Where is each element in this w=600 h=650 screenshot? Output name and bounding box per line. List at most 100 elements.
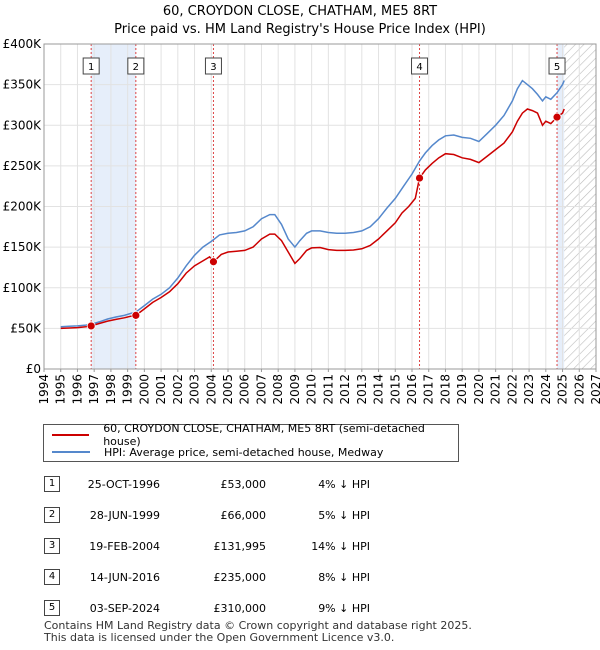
x-tick-label: 2019 — [455, 374, 469, 405]
y-tick-label: £0 — [26, 362, 41, 376]
sale-marker-2 — [131, 310, 141, 320]
x-tick-label: 2022 — [505, 374, 519, 405]
transaction-hpi: 14% ↓ HPI — [311, 540, 370, 553]
x-tick-label: 1998 — [104, 374, 118, 405]
x-tick-label: 1997 — [87, 374, 101, 405]
legend-item-hpi: HPI: Average price, semi-detached house,… — [52, 444, 383, 460]
y-tick-label: £100K — [3, 281, 43, 295]
x-tick-label: 2016 — [405, 374, 419, 405]
x-tick-label: 2009 — [288, 374, 302, 405]
transaction-price: £66,000 — [220, 509, 267, 522]
x-tick-label: 2006 — [238, 374, 252, 405]
sale-label-text: 5 — [554, 62, 560, 73]
sale-label-border — [411, 57, 429, 75]
x-tick-label: 2025 — [556, 374, 570, 405]
x-tick-label: 2012 — [338, 374, 352, 405]
transaction-hpi: 8% ↓ HPI — [318, 571, 370, 584]
x-tick-label: 2010 — [305, 374, 319, 405]
transaction-number: 2 — [44, 507, 60, 523]
y-tick-label: £150K — [3, 240, 43, 254]
transaction-number: 3 — [44, 538, 60, 554]
x-tick-label: 2027 — [589, 374, 600, 405]
x-tick-label: 2026 — [572, 374, 586, 405]
x-tick-label: 2000 — [137, 374, 151, 405]
price-chart: 1 2 3 4 5 £0 £50K £100K £150K £200K £250K £300K £350… — [3, 37, 600, 405]
y-tick-label: £200K — [3, 200, 43, 214]
transaction-date: 25-OCT-1996 — [87, 478, 160, 491]
x-tick-label: 1995 — [54, 374, 68, 405]
sale-label-box-4: 4 — [411, 57, 429, 75]
legend-swatch-price — [52, 434, 90, 436]
y-tick-label: £350K — [3, 78, 43, 92]
sale-marker-3 — [209, 257, 218, 267]
transaction-price: £235,000 — [213, 571, 267, 584]
legend: 60, CROYDON CLOSE, CHATHAM, ME5 8RT (sem… — [43, 422, 459, 462]
series-line-hpi — [60, 79, 565, 328]
sale-label-border — [82, 57, 100, 75]
sale-label-box-3: 3 — [204, 57, 222, 75]
legend-item-price: 60, CROYDON CLOSE, CHATHAM, ME5 8RT (sem… — [52, 422, 458, 448]
x-tick-label: 1994 — [37, 374, 51, 405]
y-tick-label: £250K — [3, 159, 43, 173]
y-tick-label: £300K — [3, 118, 43, 132]
legend-swatch-hpi — [52, 451, 90, 453]
y-tick-label: £50K — [10, 321, 42, 335]
sale-label-box-5: 5 — [548, 57, 566, 75]
x-tick-label: 2011 — [321, 374, 335, 405]
transaction-hpi: 4% ↓ HPI — [318, 478, 370, 491]
x-tick-label: 2023 — [522, 374, 536, 405]
transaction-price: £131,995 — [213, 540, 267, 553]
sale-marker-1 — [86, 321, 96, 331]
x-tick-label: 2008 — [271, 374, 285, 405]
table-row: 2 28-JUN-1999 £66,000 5% ↓ HPI — [0, 507, 600, 525]
sale-label-border — [548, 57, 566, 75]
x-tick-label: 2002 — [171, 374, 185, 405]
sale-label-box-1: 1 — [82, 57, 100, 75]
sale-label-border — [127, 57, 145, 75]
sale-label-border — [204, 57, 222, 75]
transaction-price: £310,000 — [213, 602, 267, 615]
x-tick-label: 2005 — [221, 374, 235, 405]
transaction-date: 28-JUN-1999 — [89, 509, 160, 522]
x-tick-label: 1996 — [70, 374, 84, 405]
sale-marker-5 — [552, 112, 562, 122]
x-tick-label: 2024 — [539, 374, 553, 405]
transaction-price: £53,000 — [220, 478, 267, 491]
x-tick-label: 2020 — [472, 374, 486, 405]
series-line-price — [60, 108, 565, 330]
table-row: 5 03-SEP-2024 £310,000 9% ↓ HPI — [0, 600, 600, 618]
transaction-date: 19-FEB-2004 — [89, 540, 160, 553]
x-tick-label: 2001 — [154, 374, 168, 405]
sale-label-box-2: 2 — [127, 57, 145, 75]
plot-frame — [43, 43, 597, 370]
sale-label-text: 1 — [88, 62, 94, 73]
legend-label-hpi: HPI: Average price, semi-detached house,… — [104, 445, 384, 459]
sale-label-text: 3 — [210, 62, 216, 73]
table-row: 4 14-JUN-2016 £235,000 8% ↓ HPI — [0, 569, 600, 587]
footer-copyright: Contains HM Land Registry data © Crown c… — [44, 619, 472, 632]
x-tick-label: 2013 — [355, 374, 369, 405]
x-tick-label: 2007 — [254, 374, 268, 405]
transaction-date: 03-SEP-2024 — [89, 602, 160, 615]
x-tick-label: 2018 — [438, 374, 452, 405]
transaction-number: 4 — [44, 569, 60, 585]
footer-licence: This data is licensed under the Open Gov… — [44, 631, 395, 644]
table-row: 3 19-FEB-2004 £131,995 14% ↓ HPI — [0, 538, 600, 556]
transaction-hpi: 5% ↓ HPI — [318, 509, 370, 522]
legend-label-price: 60, CROYDON CLOSE, CHATHAM, ME5 8RT (sem… — [103, 422, 425, 448]
transaction-number: 5 — [44, 600, 60, 616]
footer: Contains HM Land Registry data © Crown c… — [44, 620, 472, 644]
chart-title: 60, CROYDON CLOSE, CHATHAM, ME5 8RT — [162, 4, 438, 19]
x-tick-label: 1999 — [121, 374, 135, 405]
y-tick-label: £400K — [3, 37, 43, 51]
transaction-date: 14-JUN-2016 — [89, 571, 160, 584]
chart-subtitle: Price paid vs. HM Land Registry's House … — [114, 22, 486, 37]
sale-label-text: 4 — [416, 62, 422, 73]
x-tick-label: 2017 — [422, 374, 436, 405]
transaction-hpi: 9% ↓ HPI — [318, 602, 370, 615]
sale-marker-4 — [415, 173, 424, 183]
x-tick-label: 2014 — [372, 374, 386, 405]
series-group — [60, 79, 565, 330]
x-tick-label: 2015 — [388, 374, 402, 405]
table-row: 1 25-OCT-1996 £53,000 4% ↓ HPI — [0, 476, 600, 494]
